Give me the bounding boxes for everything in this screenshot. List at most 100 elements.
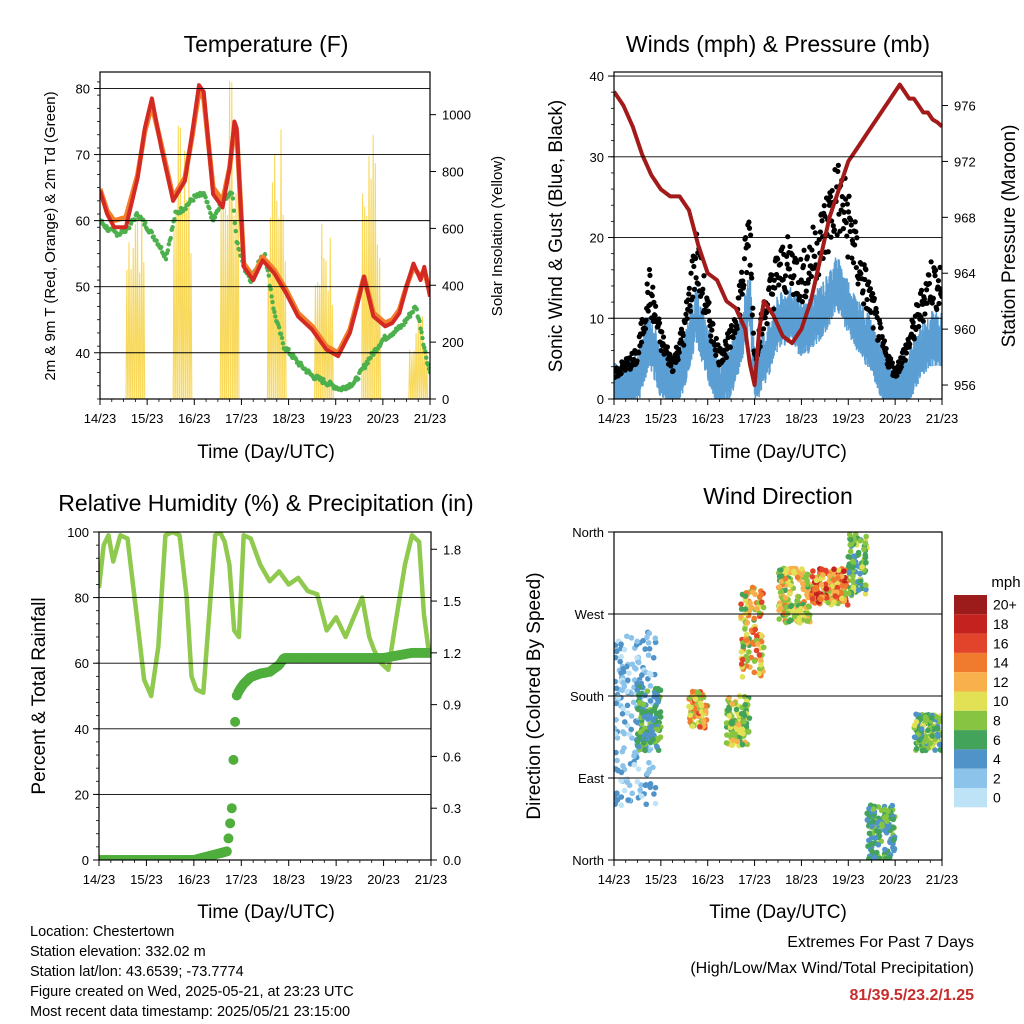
direction-point: [647, 739, 654, 746]
direction-point: [729, 700, 735, 707]
direction-point: [724, 732, 730, 738]
direction-frame: [613, 531, 943, 861]
direction-ytick-label: North: [572, 525, 604, 540]
temperature-ytick-right-label: 600: [442, 221, 464, 236]
temperature-ytick-label: 80: [76, 82, 90, 97]
colorbar-label: 16: [993, 635, 1009, 651]
direction-point: [653, 743, 660, 750]
direction-point: [855, 549, 862, 556]
insolation-spike: [183, 150, 187, 399]
insolation-spike: [125, 269, 129, 399]
dewpoint-point: [203, 195, 208, 200]
gust-point: [618, 370, 624, 377]
gust-point: [821, 203, 827, 209]
direction-point: [625, 797, 631, 803]
dewpoint-point: [235, 240, 240, 246]
gust-point: [848, 217, 854, 223]
temperature-ylabel-right: Solar Insolation (Yellow): [489, 156, 506, 316]
gust-point: [786, 266, 793, 272]
insolation-spike: [228, 80, 232, 399]
humidity-xtick-label: 20/23: [367, 872, 400, 887]
gust-point: [924, 300, 930, 306]
direction-point: [913, 745, 920, 752]
direction-point: [646, 646, 653, 652]
direction-point: [804, 581, 810, 588]
direction-point: [723, 740, 730, 746]
gust-point: [934, 306, 940, 312]
direction-point: [846, 532, 853, 538]
gust-point: [889, 360, 895, 366]
direction-point: [729, 730, 736, 736]
direction-point: [872, 857, 878, 860]
direction-point: [878, 821, 885, 828]
direction-point: [739, 726, 746, 733]
direction-point: [635, 766, 642, 772]
gust-point: [918, 287, 925, 293]
gust-point: [730, 335, 736, 341]
gust-point: [852, 219, 858, 225]
direction-point: [629, 790, 636, 797]
insolation-spike: [142, 262, 146, 399]
gust-point: [766, 285, 772, 291]
winds-ytick-right-label: 972: [954, 154, 976, 169]
gust-point: [871, 295, 877, 302]
direction-point: [634, 638, 640, 645]
gust-point: [772, 285, 778, 291]
dewpoint-point: [414, 307, 419, 312]
gust-point: [850, 260, 857, 266]
gust-point: [700, 286, 706, 292]
direction-point: [629, 661, 636, 668]
gust-point: [713, 335, 719, 342]
gust-point: [853, 264, 859, 271]
winds-ytick-label: 10: [590, 311, 604, 326]
direction-point: [741, 718, 747, 725]
direction-point: [624, 702, 631, 709]
direction-xtick-label: 21/23: [926, 872, 959, 887]
colorbar-label: 4: [993, 751, 1001, 767]
dewpoint-point: [229, 191, 235, 196]
direction-cluster: [845, 532, 870, 599]
direction-point: [866, 805, 872, 812]
gust-point: [695, 281, 701, 287]
gust-point: [868, 309, 874, 316]
humidity-xtick-label: 14/23: [83, 872, 116, 887]
dewpoint-point: [268, 286, 273, 292]
direction-point: [743, 637, 750, 643]
gust-point: [902, 357, 908, 363]
dewpoint-point: [266, 273, 271, 278]
gust-point: [849, 255, 855, 261]
gust-point: [808, 273, 814, 280]
direction-point: [881, 815, 888, 821]
direction-point: [614, 757, 620, 764]
humidity-ytick-right-label: 1.8: [443, 542, 461, 557]
direction-point: [644, 688, 651, 694]
gust-point: [686, 285, 692, 291]
direction-point: [787, 591, 793, 597]
gust-point: [915, 302, 921, 309]
direction-point: [641, 714, 648, 720]
gust-point: [836, 211, 842, 217]
gust-point: [858, 270, 864, 277]
gust-point: [727, 344, 733, 350]
dewpoint-point: [270, 299, 275, 305]
gust-point: [676, 349, 682, 355]
direction-point: [760, 604, 767, 611]
direction-point: [882, 806, 888, 813]
direction-point: [630, 699, 637, 706]
direction-point: [857, 570, 863, 577]
colorbar-title: mph: [991, 574, 1020, 591]
direction-point: [618, 653, 624, 660]
direction-point: [862, 540, 869, 547]
direction-point: [642, 692, 648, 699]
direction-point: [646, 759, 652, 766]
winds-plot: [614, 82, 942, 399]
direction-point: [640, 740, 647, 746]
dewpoint-point: [232, 220, 238, 226]
dewpoint-point: [419, 329, 424, 335]
humidity-xlabel: Time (Day/UTC): [197, 902, 335, 923]
dewpoint-point: [128, 221, 134, 226]
gust-point: [903, 350, 909, 356]
direction-point: [831, 566, 837, 573]
colorbar-swatch: [954, 749, 987, 769]
direction-point: [799, 580, 806, 587]
